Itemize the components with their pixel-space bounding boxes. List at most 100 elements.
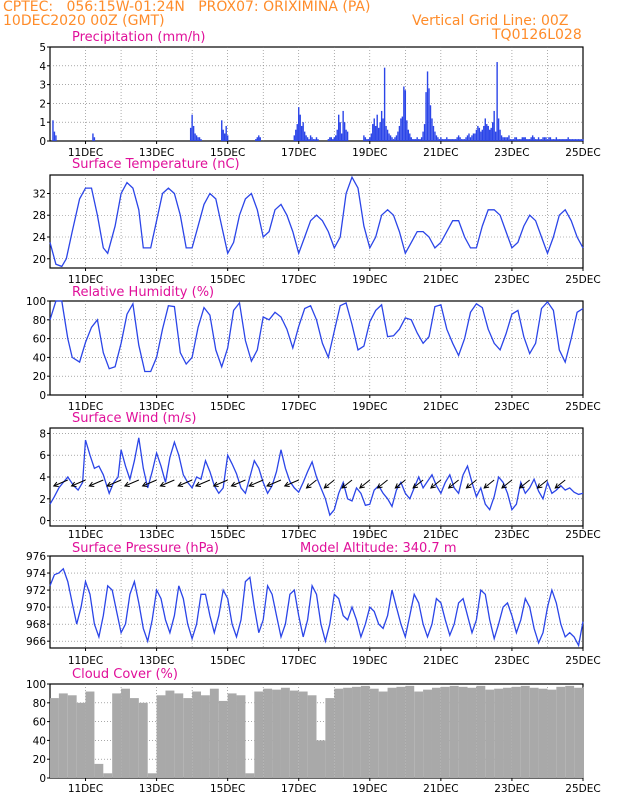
humidity-xtick: 19DEC (352, 401, 387, 413)
precipitation-bar (314, 139, 316, 141)
precipitation-bar (447, 139, 449, 141)
wind-arrow (537, 479, 548, 489)
precipitation-bar (413, 139, 415, 141)
precipitation-bar (517, 139, 519, 141)
precipitation-bar (401, 116, 404, 141)
precipitation-bar (450, 139, 452, 141)
precipitation-bar (545, 137, 547, 141)
cloud-cover-bar (405, 685, 415, 778)
precipitation-xtick: 19DEC (352, 147, 387, 159)
precipitation-bar (530, 137, 532, 141)
precipitation-ytick: 5 (39, 42, 46, 54)
precipitation-bar (580, 139, 583, 141)
humidity-ytick: 20 (33, 371, 46, 383)
precipitation-ytick: 2 (39, 98, 46, 110)
precipitation-bar (299, 114, 301, 141)
precipitation-bar (395, 135, 398, 141)
humidity-ytick: 100 (26, 296, 46, 308)
precipitation-bar (345, 129, 347, 141)
model-id: TQ0126L028 (492, 27, 582, 43)
pressure-xtick: 19DEC (352, 655, 387, 667)
precipitation-bar (338, 114, 340, 141)
precipitation-bar (542, 137, 544, 141)
temperature-line (49, 175, 584, 268)
temperature-xtick: 13DEC (139, 274, 174, 286)
cloud-cover-bar (476, 685, 486, 778)
pressure-title: Surface Pressure (hPa) (72, 541, 219, 556)
precipitation-bar (468, 133, 470, 141)
precipitation-bar (373, 118, 375, 141)
precipitation-bar (554, 139, 556, 141)
precipitation-bar (548, 137, 550, 141)
precipitation-bar (446, 137, 448, 141)
cloud-cover-bar (58, 693, 68, 778)
cloud-cover-bar (574, 687, 583, 778)
cloud-cover-bar (103, 773, 113, 778)
cloud-cover-bar (360, 685, 370, 778)
cloud-cover-ytick: 80 (33, 698, 46, 710)
precipitation-bar (478, 127, 481, 141)
wind-arrow-head (358, 483, 365, 489)
precipitation-bar (308, 139, 310, 141)
precipitation-bar (503, 137, 506, 141)
cloud-cover-xtick: 19DEC (352, 783, 387, 795)
cloud-cover-bar (440, 686, 450, 778)
precipitation-bar (375, 125, 377, 141)
precipitation-bar (428, 88, 430, 141)
wind-arrow-head (248, 481, 255, 487)
precipitation-bar (523, 137, 525, 141)
precipitation-bar (518, 139, 521, 141)
wind-arrow (53, 479, 68, 487)
precipitation-bar (417, 139, 420, 141)
precipitation-bar (456, 137, 458, 141)
precipitation-bar (531, 135, 534, 141)
pressure-ytick: 976 (26, 551, 46, 563)
precipitation-bar (296, 124, 298, 141)
precipitation-bar (483, 125, 485, 141)
pressure-ytick: 972 (26, 585, 46, 597)
precipitation-bar (567, 137, 569, 141)
precipitation-bar (474, 133, 476, 141)
precipitation-bar (200, 139, 202, 141)
wind-arrow (466, 479, 477, 489)
cloud-cover-bar (538, 688, 548, 778)
wind-arrow-head (141, 481, 148, 487)
wind-xtick: 11DEC (68, 529, 103, 541)
precipitation-bar (463, 139, 466, 141)
wind-title: Surface Wind (m/s) (72, 411, 196, 426)
precipitation-bar (422, 131, 424, 141)
wind-arrow (160, 479, 175, 487)
precipitation-bar (573, 139, 575, 141)
wind-arrow (124, 479, 140, 487)
precipitation-bar (305, 135, 307, 141)
precipitation-ytick: 4 (39, 61, 46, 73)
precipitation-bar (93, 137, 96, 141)
cloud-cover-bar (387, 687, 397, 778)
precipitation-title: Precipitation (mm/h) (72, 30, 205, 45)
precipitation-bar (481, 129, 484, 141)
cloud-cover-bar (94, 763, 104, 778)
cloud-cover-bar (138, 702, 148, 778)
precipitation-bar (563, 139, 565, 141)
cloud-cover-bar (156, 695, 166, 778)
precipitation-bar (444, 139, 447, 141)
precipitation-bar (317, 139, 319, 141)
precipitation-bar (258, 135, 260, 141)
precipitation-bar (339, 122, 341, 141)
precipitation-bar (438, 139, 441, 141)
precipitation-bar (508, 135, 510, 141)
precipitation-bar (435, 135, 438, 141)
precipitation-bar (383, 67, 386, 141)
precipitation-bar (551, 139, 553, 141)
temperature-ytick: 24 (33, 232, 47, 244)
precipitation-bar (437, 137, 439, 141)
pressure-xtick: 23DEC (494, 655, 529, 667)
wind-arrow (231, 479, 246, 487)
wind-arrow (249, 479, 264, 487)
precipitation-bar (197, 137, 199, 141)
precipitation-bar (500, 135, 503, 141)
precipitation-bar (460, 139, 463, 141)
precipitation-bar (385, 125, 387, 141)
cloud-cover-bar (236, 695, 246, 778)
precipitation-bar (475, 129, 478, 141)
